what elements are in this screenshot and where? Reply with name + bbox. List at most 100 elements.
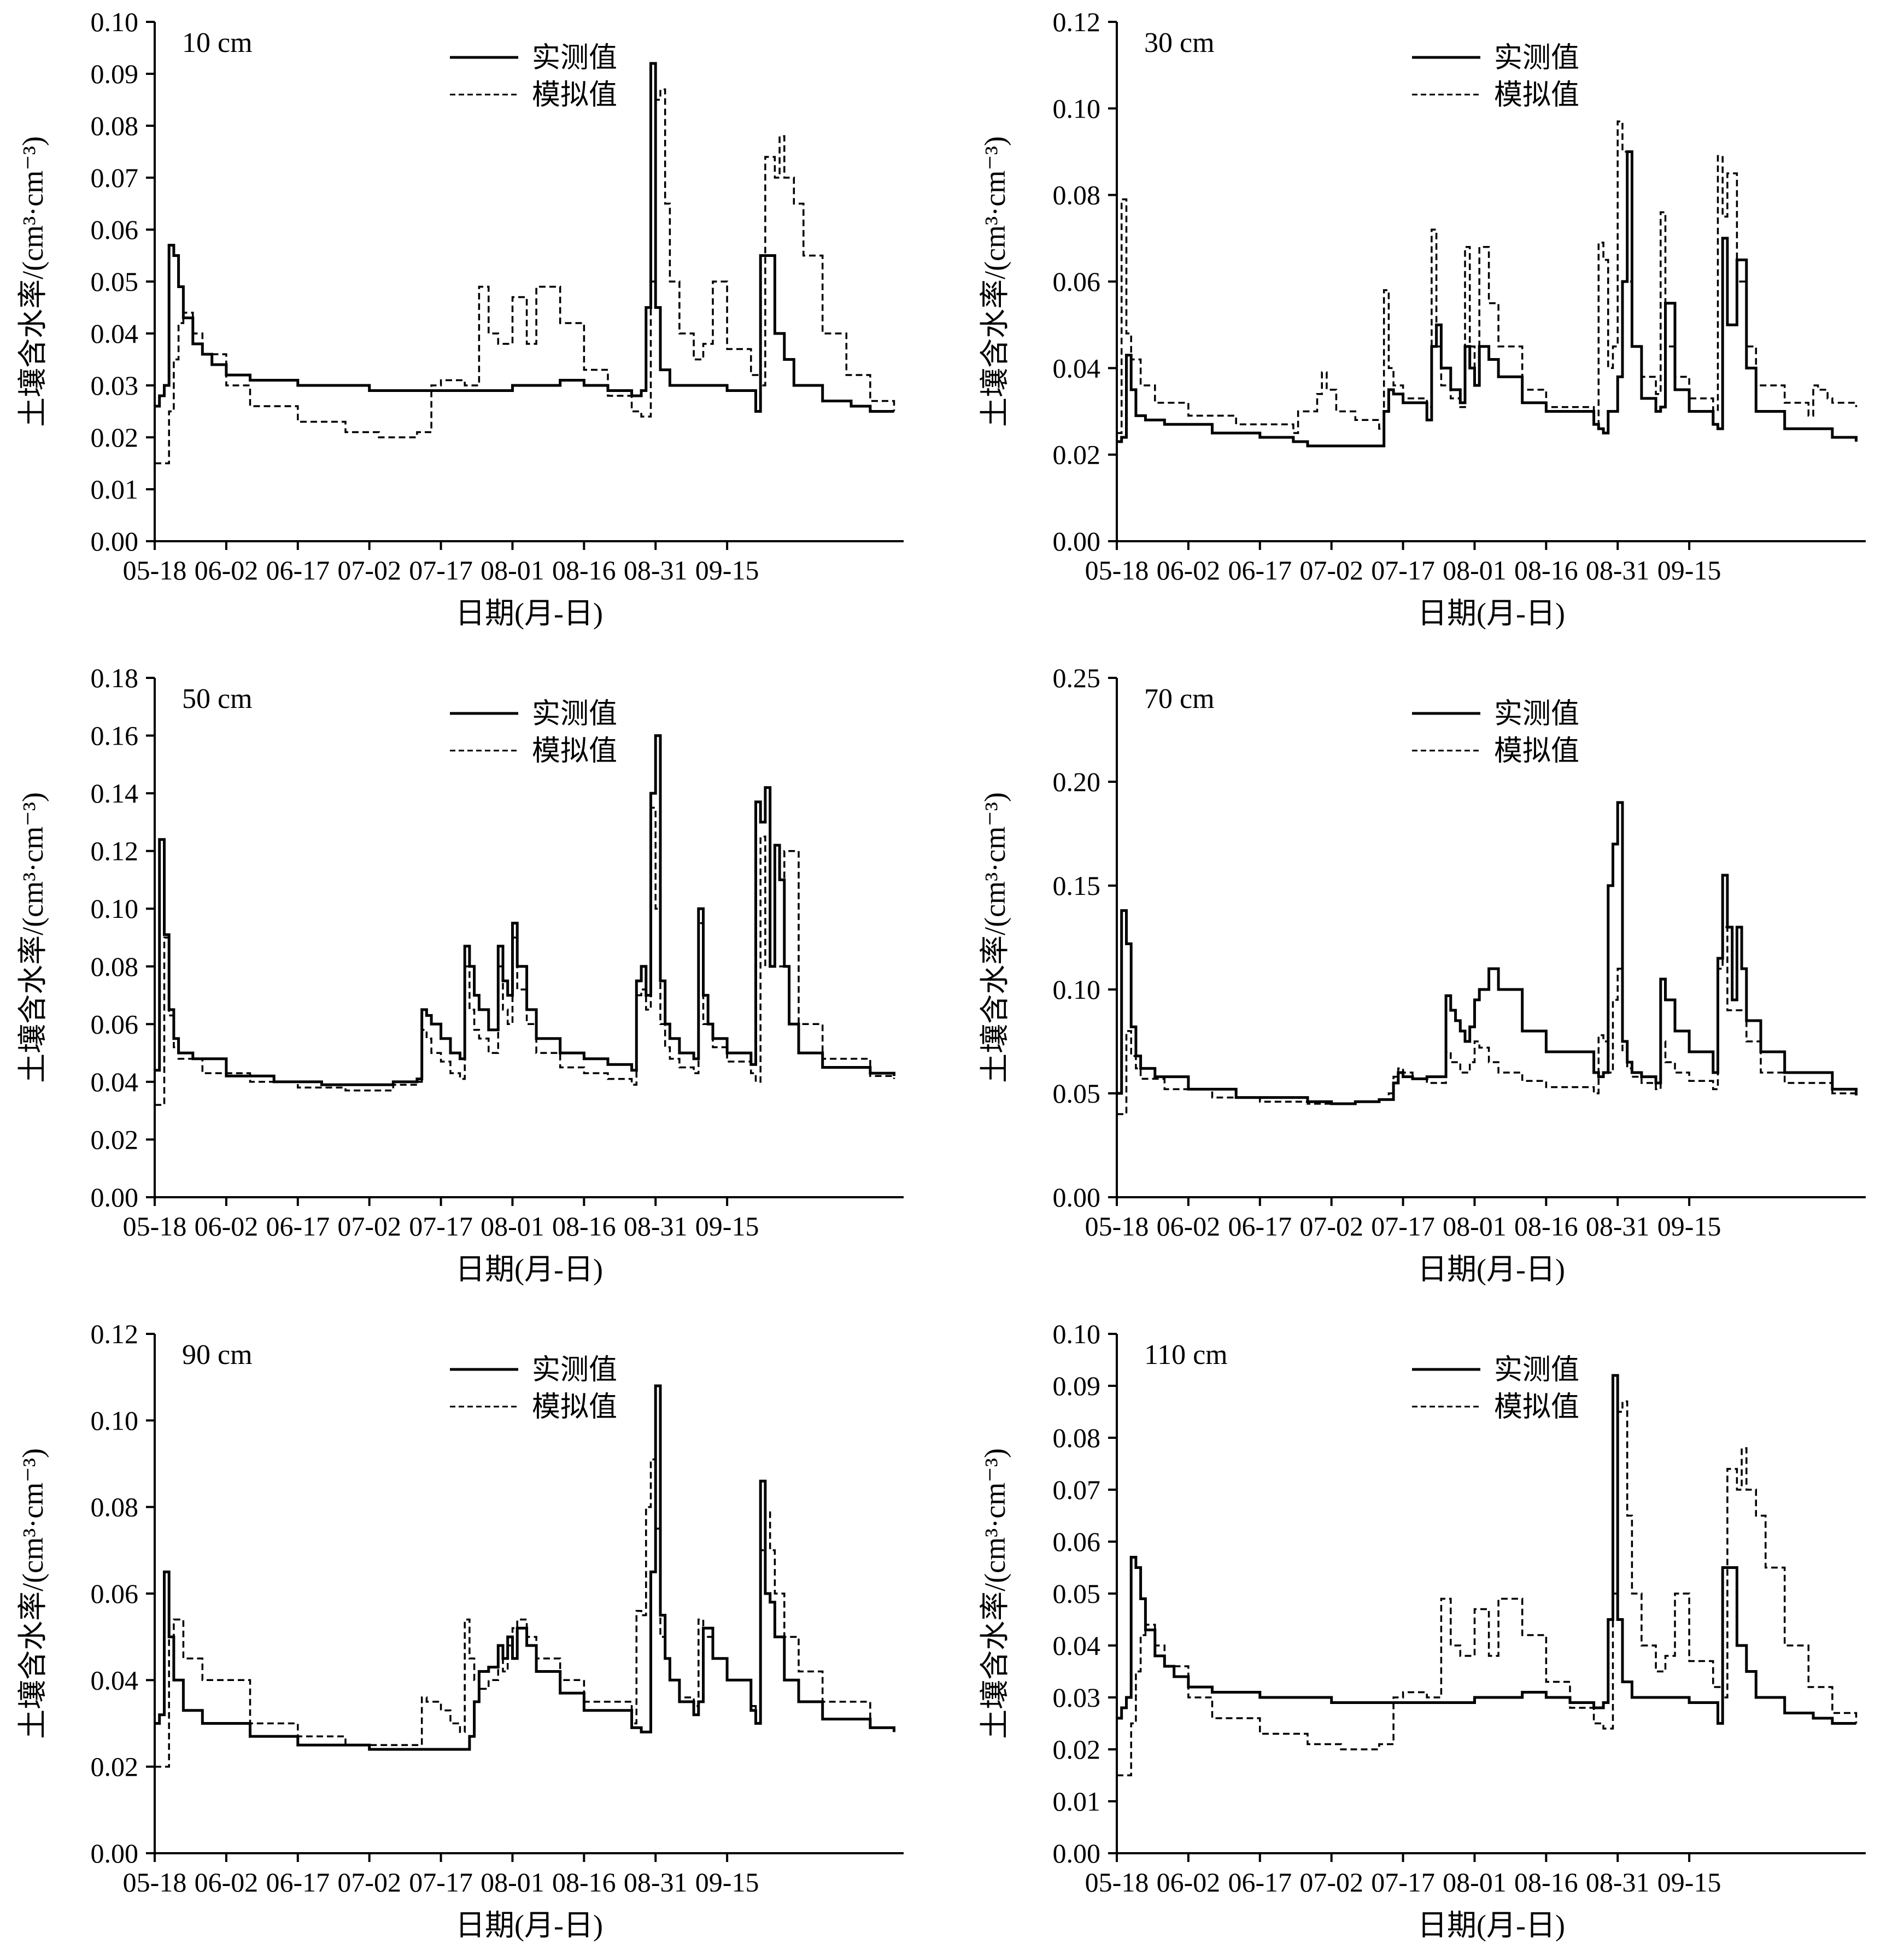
- y-tick-label: 0.00: [1053, 526, 1101, 557]
- x-tick-label: 05-18: [1085, 555, 1149, 585]
- x-tick-label: 07-02: [1299, 1867, 1363, 1898]
- legend-label-measured: 实测值: [1494, 43, 1579, 74]
- panel-depth-label: 10 cm: [182, 27, 253, 58]
- series-simulated-line: [155, 88, 895, 465]
- x-tick-label: 08-31: [1586, 1867, 1650, 1898]
- x-tick-label: 08-01: [1443, 1867, 1507, 1898]
- chart-panel: 0.00 0.02 0.04 0.06 0.08 0.10 0.12 0.14 0.16 0.18…: [16, 663, 904, 1286]
- x-tick-label: 09-15: [1657, 1211, 1721, 1241]
- y-axis-title: 土壤含水率/(cm³·cm⁻³): [16, 792, 49, 1083]
- y-tick-label: 0.10: [91, 7, 139, 37]
- x-tick-label: 08-01: [481, 1211, 544, 1241]
- y-tick-label: 0.10: [91, 1405, 139, 1436]
- x-tick-label: 08-16: [1514, 1211, 1578, 1241]
- y-tick-label: 0.18: [91, 663, 139, 693]
- panel-depth-label: 30 cm: [1144, 27, 1215, 58]
- y-tick-label: 0.04: [1053, 1630, 1101, 1661]
- legend-label-simulated: 模拟值: [1494, 736, 1579, 767]
- x-tick-label: 06-02: [1157, 1211, 1221, 1241]
- legend-label-simulated: 模拟值: [1494, 80, 1579, 111]
- x-tick-label: 06-02: [1157, 1867, 1221, 1898]
- y-tick-label: 0.04: [91, 1665, 139, 1695]
- y-tick-label: 0.02: [1053, 1734, 1101, 1765]
- series-measured-line: [1117, 150, 1858, 448]
- x-tick-label: 07-17: [1371, 555, 1435, 585]
- x-axis-title: 日期(月-日): [1417, 597, 1565, 630]
- series-simulated-line: [155, 806, 895, 1106]
- y-tick-label: 0.00: [1053, 1182, 1101, 1213]
- x-tick-label: 08-16: [1514, 555, 1578, 585]
- x-tick-label: 07-17: [409, 1867, 473, 1898]
- chart-panel: 0.00 0.01 0.02 0.03 0.04 0.05 0.06 0.07 0.08 0.09…: [16, 7, 904, 630]
- x-tick-label: 06-02: [195, 1867, 259, 1898]
- y-tick-label: 0.03: [1053, 1682, 1101, 1713]
- y-tick-label: 0.14: [91, 778, 139, 809]
- y-tick-label: 0.10: [91, 893, 139, 924]
- x-tick-label: 06-17: [266, 555, 330, 585]
- x-tick-label: 05-18: [123, 1211, 187, 1241]
- y-tick-label: 0.03: [91, 370, 139, 401]
- x-tick-label: 07-17: [1371, 1211, 1435, 1241]
- x-axis-title: 日期(月-日): [455, 597, 603, 630]
- x-tick-label: 08-31: [1586, 555, 1650, 585]
- y-tick-label: 0.06: [1053, 1526, 1101, 1557]
- x-tick-label: 05-18: [1085, 1211, 1149, 1241]
- x-tick-label: 06-17: [1228, 1211, 1292, 1241]
- y-tick-label: 0.06: [1053, 266, 1101, 297]
- x-tick-label: 06-02: [195, 555, 259, 585]
- panel-depth-label: 110 cm: [1144, 1339, 1228, 1371]
- y-tick-label: 0.25: [1053, 663, 1101, 693]
- x-tick-label: 08-01: [481, 1867, 544, 1898]
- y-tick-label: 0.09: [1053, 1371, 1101, 1401]
- x-tick-label: 07-17: [1371, 1867, 1435, 1898]
- x-tick-label: 08-31: [1586, 1211, 1650, 1241]
- legend-label-measured: 实测值: [532, 1355, 617, 1386]
- series-measured-line: [1117, 1374, 1856, 1725]
- x-tick-label: 05-18: [123, 555, 187, 585]
- legend-label-measured: 实测值: [1494, 1355, 1579, 1386]
- y-tick-label: 0.07: [1053, 1474, 1101, 1505]
- x-tick-label: 08-01: [1443, 555, 1507, 585]
- panel-depth-label: 50 cm: [182, 683, 253, 715]
- x-tick-label: 08-01: [1443, 1211, 1507, 1241]
- series-simulated-line: [155, 1458, 895, 1768]
- y-axis-title: 土壤含水率/(cm³·cm⁻³): [16, 136, 49, 427]
- y-tick-label: 0.08: [91, 110, 139, 141]
- chart-panel: 0.00 0.02 0.04 0.06 0.08 0.10 0.12 05-18 06-02 06…: [16, 1319, 904, 1942]
- legend-label-simulated: 模拟值: [532, 1392, 617, 1423]
- x-tick-label: 06-17: [1228, 555, 1292, 585]
- y-tick-label: 0.08: [91, 951, 139, 982]
- series-measured-line: [1117, 801, 1858, 1105]
- x-tick-label: 09-15: [695, 555, 759, 585]
- y-tick-label: 0.10: [1053, 1319, 1101, 1349]
- x-tick-label: 09-15: [1657, 1867, 1721, 1898]
- y-tick-label: 0.16: [91, 721, 139, 751]
- legend-label-simulated: 模拟值: [1494, 1392, 1579, 1423]
- x-tick-label: 09-15: [695, 1211, 759, 1241]
- y-tick-label: 0.04: [1053, 353, 1101, 383]
- y-tick-label: 0.02: [91, 1752, 139, 1782]
- y-tick-label: 0.05: [1053, 1078, 1101, 1109]
- y-tick-label: 0.12: [91, 836, 139, 866]
- y-tick-label: 0.06: [91, 214, 139, 245]
- y-tick-label: 0.12: [91, 1319, 139, 1349]
- x-tick-label: 08-31: [624, 1867, 688, 1898]
- x-tick-label: 09-15: [1657, 555, 1721, 585]
- y-tick-label: 0.01: [1053, 1786, 1101, 1817]
- x-tick-label: 07-02: [1299, 555, 1363, 585]
- y-tick-label: 0.02: [91, 422, 139, 453]
- legend-label-measured: 实测值: [1494, 699, 1579, 730]
- y-tick-label: 0.06: [91, 1578, 139, 1609]
- y-tick-label: 0.15: [1053, 870, 1101, 901]
- series-measured-line: [155, 62, 894, 413]
- x-tick-label: 08-16: [1514, 1867, 1578, 1898]
- x-tick-label: 07-02: [337, 1867, 401, 1898]
- x-tick-label: 08-16: [552, 1867, 616, 1898]
- y-tick-label: 0.01: [91, 474, 139, 505]
- y-tick-label: 0.00: [91, 526, 139, 557]
- y-tick-label: 0.08: [1053, 180, 1101, 210]
- series-simulated-line: [1117, 926, 1858, 1115]
- y-tick-label: 0.04: [91, 318, 139, 349]
